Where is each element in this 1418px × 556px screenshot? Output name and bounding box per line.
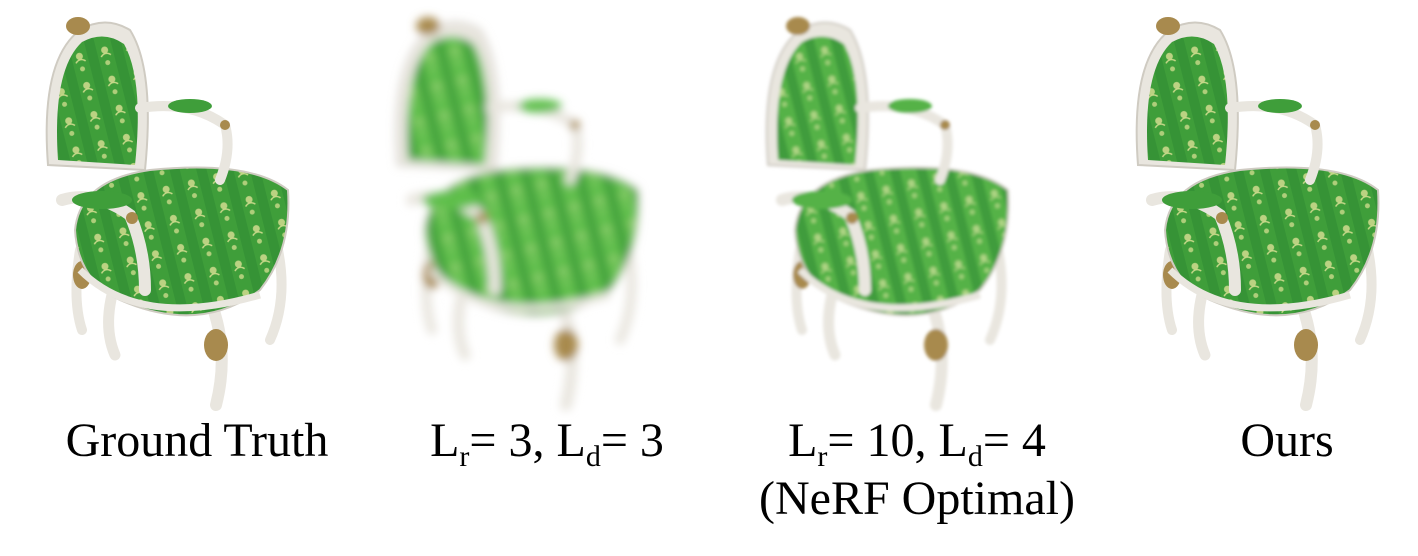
- caption-ours: Ours: [1240, 414, 1334, 467]
- panel-ours: Ours: [1110, 0, 1418, 556]
- chair-image-ours: [1135, 17, 1380, 411]
- chair-image-ground-truth: [45, 17, 290, 411]
- caption-ground-truth: Ground Truth: [65, 414, 329, 467]
- chair-image-low-frequency: [395, 17, 640, 411]
- panel-low-frequency: Lr= 3, Ld= 3: [370, 0, 724, 556]
- caption-nerf-optimal: Lr= 10, Ld= 4: [788, 414, 1046, 473]
- caption-nerf-optimal-note: (NeRF Optimal): [759, 472, 1075, 525]
- chair-image-nerf-optimal: [765, 17, 1010, 411]
- panel-nerf-optimal: Lr= 10, Ld= 4 (NeRF Optimal): [740, 0, 1094, 556]
- caption-low-frequency: Lr= 3, Ld= 3: [430, 414, 664, 473]
- panel-ground-truth: Ground Truth: [20, 0, 374, 556]
